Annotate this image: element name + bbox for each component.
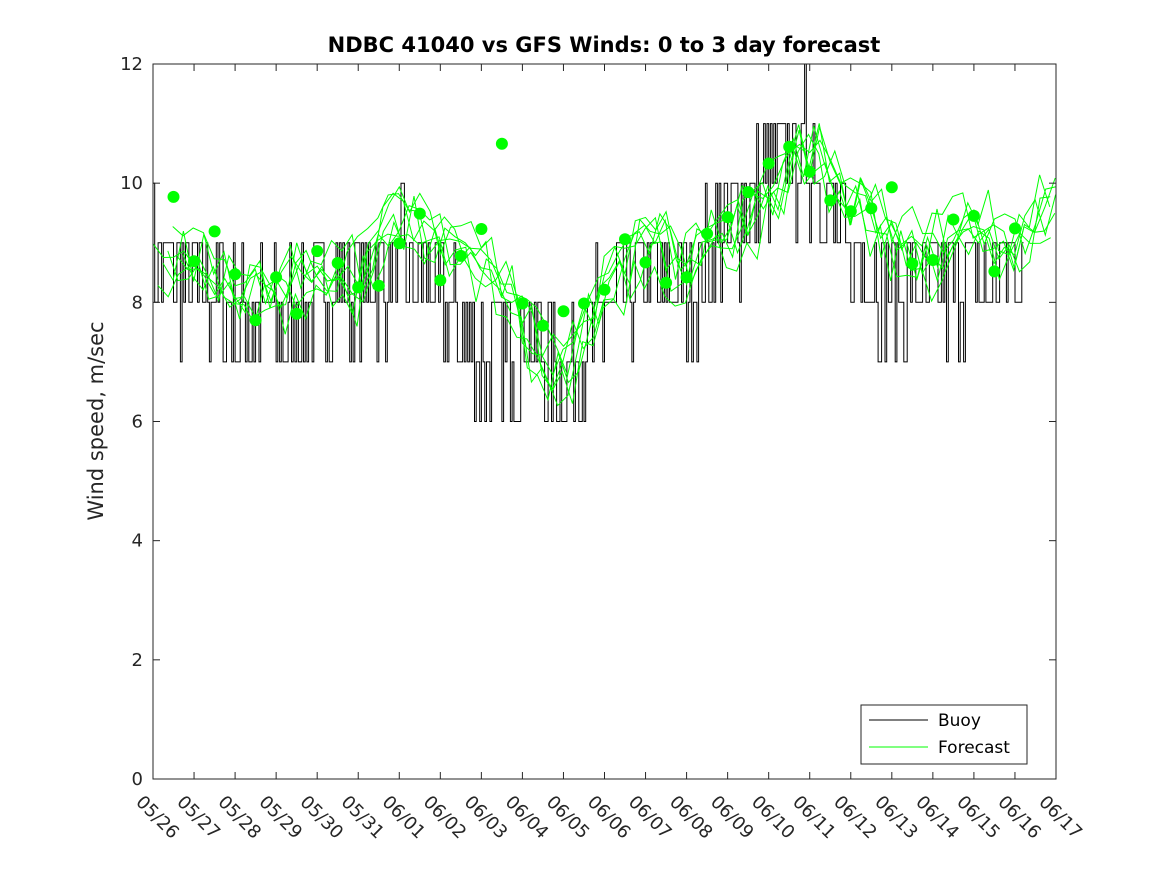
forecast-marker <box>680 271 693 284</box>
forecast-marker <box>619 233 631 246</box>
x-tick-label: 06/14 <box>911 792 963 844</box>
y-axis-label: Wind speed, m/sec <box>84 321 108 520</box>
forecast-marker <box>598 283 611 296</box>
x-tick-label: 06/01 <box>378 792 430 844</box>
forecast-marker <box>270 271 283 284</box>
x-tick-label: 06/12 <box>829 792 881 844</box>
forecast-marker <box>290 307 303 320</box>
forecast-marker <box>721 211 734 224</box>
forecast-marker <box>988 265 1001 278</box>
buoy-line <box>152 63 1024 422</box>
x-tick-label: 06/13 <box>870 792 922 844</box>
forecast-run-line <box>177 125 1051 377</box>
x-tick-label: 06/08 <box>665 792 717 844</box>
forecast-marker <box>434 274 447 287</box>
forecast-marker <box>660 276 673 289</box>
x-tick-label: 05/31 <box>337 792 389 844</box>
x-tick-label: 06/05 <box>542 792 594 844</box>
forecast-marker <box>783 140 796 153</box>
y-tick-label: 12 <box>120 54 143 75</box>
plot-background <box>153 64 1056 779</box>
forecast-marker <box>495 137 508 150</box>
forecast-marker <box>557 305 570 318</box>
y-tick-label: 0 <box>132 769 143 790</box>
y-tick-label: 8 <box>132 292 143 313</box>
x-tick-label: 06/15 <box>952 792 1004 844</box>
forecast-run-line <box>172 123 1056 390</box>
x-tick-label: 05/26 <box>131 792 183 844</box>
forecast-marker <box>865 202 878 215</box>
y-axis: 0 2 4 6 8 10 12 <box>120 54 1056 790</box>
forecast-marker <box>1009 222 1021 235</box>
y-tick-label: 4 <box>132 531 143 552</box>
x-tick-label: 05/29 <box>255 792 307 844</box>
forecast-marker <box>208 225 221 238</box>
x-tick-label: 06/04 <box>501 792 553 844</box>
forecast-marker <box>824 194 837 207</box>
forecast-marker <box>475 223 488 235</box>
y-tick-label: 2 <box>132 650 143 671</box>
forecast-marker <box>742 186 755 199</box>
x-tick-label: 06/07 <box>624 792 676 844</box>
forecast-marker <box>454 249 467 262</box>
forecast-marker <box>352 281 365 294</box>
x-tick-label: 06/10 <box>747 792 799 844</box>
forecast-marker <box>536 319 549 332</box>
forecast-marker <box>516 297 529 310</box>
forecast-marker <box>393 237 406 250</box>
forecast-marker <box>372 279 385 292</box>
forecast-run-line <box>157 150 1051 402</box>
forecast-marker <box>311 245 324 258</box>
forecast-run-line <box>167 144 1051 407</box>
buoy-series <box>152 63 1024 422</box>
x-tick-label: 06/02 <box>419 792 471 844</box>
forecast-marker <box>188 255 200 268</box>
forecast-marker <box>762 157 775 170</box>
y-tick-label: 10 <box>120 173 143 194</box>
x-tick-label: 05/28 <box>214 792 266 844</box>
forecast-marker <box>967 209 980 222</box>
forecast-marker <box>249 314 262 327</box>
forecast-marker <box>885 181 898 194</box>
forecast-marker <box>926 254 939 266</box>
x-tick-label: 06/03 <box>460 792 512 844</box>
x-tick-label: 06/11 <box>788 792 840 844</box>
x-tick-label: 06/06 <box>583 792 635 844</box>
legend: Buoy Forecast <box>860 704 1028 765</box>
x-tick-label: 05/30 <box>296 792 348 844</box>
forecast-marker <box>701 227 714 240</box>
forecast-series <box>152 123 1057 407</box>
chart-title: NDBC 41040 vs GFS Winds: 0 to 3 day fore… <box>328 33 881 57</box>
x-tick-label: 06/17 <box>1034 792 1086 844</box>
forecast-marker <box>229 268 242 281</box>
x-tick-label: 05/27 <box>173 792 225 844</box>
forecast-marker <box>578 297 590 310</box>
forecast-marker <box>906 257 919 270</box>
forecast-marker <box>331 257 344 269</box>
forecast-marker <box>803 165 816 178</box>
forecast-marker <box>947 213 960 226</box>
legend-label-forecast: Forecast <box>938 738 1010 758</box>
x-tick-label: 06/16 <box>993 792 1045 844</box>
forecast-markers <box>167 137 1021 332</box>
y-tick-label: 6 <box>132 412 143 433</box>
legend-box <box>860 704 1028 765</box>
x-tick-label: 06/09 <box>706 792 758 844</box>
legend-label-buoy: Buoy <box>938 711 981 731</box>
forecast-marker <box>639 256 652 269</box>
forecast-marker <box>844 205 857 218</box>
forecast-marker <box>167 190 180 203</box>
forecast-marker <box>413 207 426 220</box>
